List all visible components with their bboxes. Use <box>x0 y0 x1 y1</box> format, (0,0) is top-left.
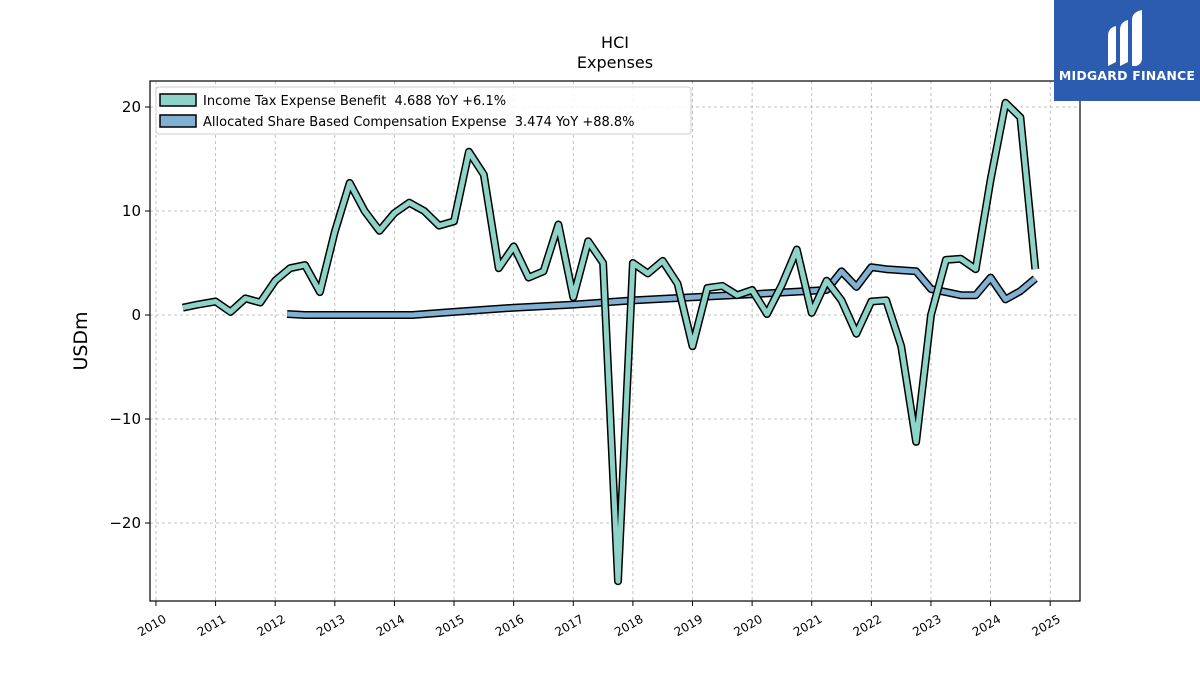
legend-label-income-tax: Income Tax Expense Benefit 4.688 YoY +6.… <box>203 94 506 109</box>
logo-text: MIDGARD FINANCE <box>1058 68 1196 83</box>
y-tick-label: 0 <box>131 306 141 324</box>
x-tick-label: 2025 <box>1029 612 1062 639</box>
legend-swatch-income-tax <box>159 93 197 107</box>
y-tick-label: 10 <box>122 202 141 220</box>
legend: Income Tax Expense Benefit 4.688 YoY +6.… <box>155 86 692 135</box>
midgard-logo-icon <box>1108 10 1142 66</box>
x-tick-label: 2014 <box>374 612 407 639</box>
y-tick-label: −20 <box>109 514 141 532</box>
x-tick-label: 2023 <box>910 612 943 639</box>
x-tick-label: 2016 <box>493 612 526 639</box>
plot-frame <box>149 80 1081 602</box>
series-1-line <box>286 264 1037 318</box>
series-layer <box>181 98 1040 586</box>
series-0-line <box>182 100 1038 584</box>
legend-label-share-comp: Allocated Share Based Compensation Expen… <box>203 115 635 130</box>
x-tick-label: 2013 <box>314 612 347 639</box>
y-axis-label: USDm <box>70 311 92 370</box>
x-tick-label: 2017 <box>553 612 586 639</box>
x-tick-label: 2010 <box>135 612 168 639</box>
legend-box <box>155 86 692 135</box>
chart-title: HCI <box>601 33 629 52</box>
x-tick-label: 2020 <box>731 612 764 639</box>
y-tick-label: −10 <box>109 410 141 428</box>
legend-swatch-share-comp <box>159 114 197 128</box>
series-1-outline <box>286 263 1038 319</box>
midgard-finance-logo: MIDGARD FINANCE <box>1054 0 1200 101</box>
y-tick-label: 20 <box>122 98 141 116</box>
chart-subtitle: Expenses <box>577 53 653 72</box>
x-axis: 2010 2011 2012 2013 2014 2015 2016 2017 2018 2019… <box>135 601 1063 639</box>
x-tick-label: 2019 <box>672 612 705 639</box>
x-tick-label: 2015 <box>433 612 466 639</box>
x-tick-label: 2024 <box>970 612 1003 639</box>
x-tick-label: 2012 <box>254 612 287 639</box>
y-axis: 20 10 0 −10 −20 <box>109 98 150 532</box>
x-tick-label: 2022 <box>851 612 884 639</box>
x-tick-label: 2011 <box>195 612 228 639</box>
x-tick-label: 2018 <box>612 612 645 639</box>
x-tick-label: 2021 <box>791 612 824 639</box>
